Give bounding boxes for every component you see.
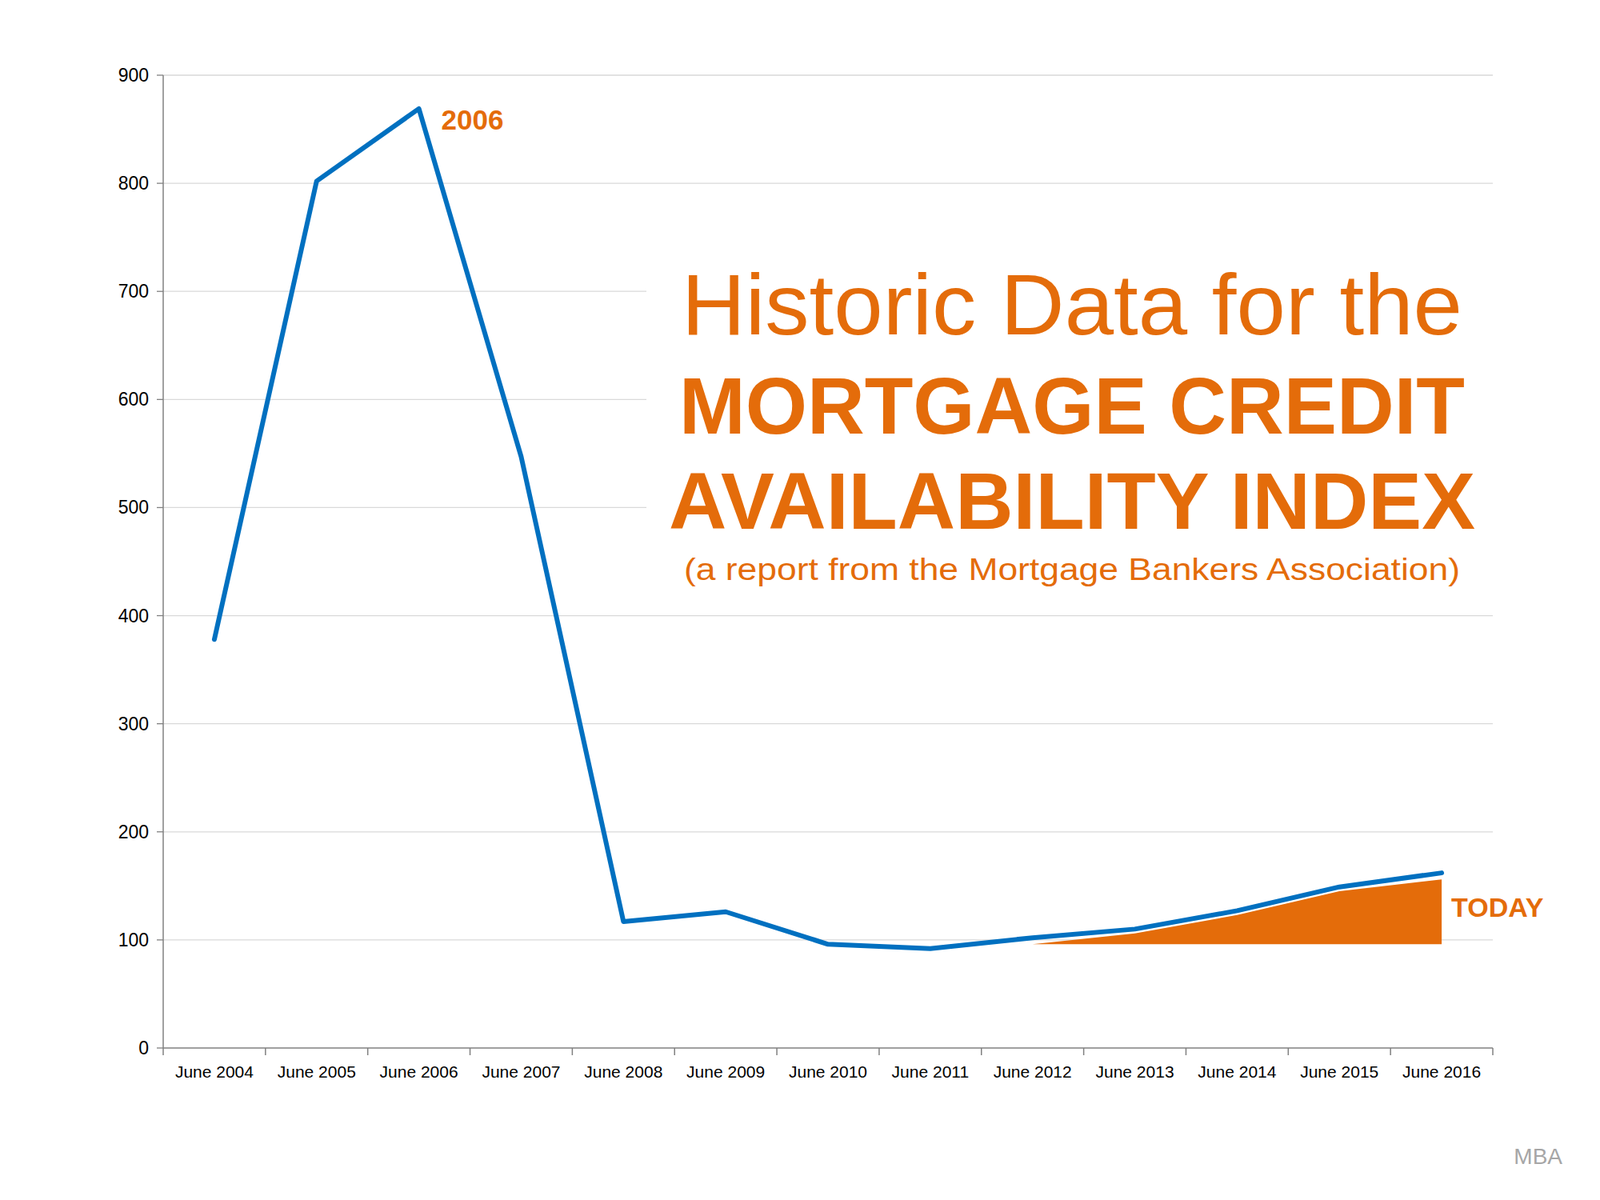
y-tick — [156, 182, 164, 184]
x-tick-label: June 2012 — [993, 1062, 1072, 1081]
y-tick — [156, 723, 164, 724]
y-tick — [156, 831, 164, 832]
y-tick-label: 800 — [118, 172, 149, 194]
x-tick — [1185, 1048, 1188, 1056]
source: MBA — [1513, 1144, 1563, 1169]
grid-line — [163, 74, 1493, 76]
x-tick — [469, 1048, 472, 1056]
grid-line — [163, 831, 1493, 832]
y-tick — [156, 399, 164, 400]
x-tick — [162, 1048, 164, 1056]
y-tick — [156, 291, 164, 292]
y-tick — [156, 1047, 164, 1048]
title: AVAILABILITY INDEX — [668, 456, 1476, 546]
x-tick — [673, 1048, 676, 1056]
x-tick — [1083, 1048, 1085, 1056]
x-tick — [1389, 1048, 1392, 1056]
title-panel — [646, 256, 1495, 560]
y-tick-label: 700 — [118, 280, 149, 302]
x-tick-label: June 2014 — [1197, 1062, 1276, 1081]
x-tick-label: June 2016 — [1402, 1062, 1481, 1081]
title: MORTGAGE CREDIT — [679, 360, 1465, 451]
x-tick-label: June 2009 — [686, 1062, 765, 1081]
chart-svg: 0 100 200 300 400 500 600 700 800 900 June 2004 Jun… — [0, 0, 1600, 1200]
y-tick — [156, 74, 164, 76]
x-axis — [163, 1047, 1493, 1049]
grid-line — [163, 723, 1493, 724]
x-tick — [980, 1048, 983, 1056]
title: Historic Data for the — [681, 256, 1463, 353]
y-tick-label: 400 — [118, 605, 149, 627]
annotation: 2006 — [441, 104, 504, 136]
x-tick — [878, 1048, 880, 1056]
x-tick-label: June 2005 — [277, 1062, 356, 1081]
chart-container: 0 100 200 300 400 500 600 700 800 900 June 2004 Jun… — [0, 0, 1600, 1200]
y-tick-label: 0 — [138, 1037, 149, 1059]
grid-line — [163, 182, 1493, 184]
x-tick-label: June 2015 — [1300, 1062, 1379, 1081]
x-tick-label: June 2010 — [788, 1062, 868, 1081]
y-tick-label: 900 — [118, 64, 149, 86]
y-tick — [156, 615, 164, 616]
grid — [163, 75, 1493, 940]
y-tick-label: 100 — [118, 929, 149, 951]
x-tick-label: June 2007 — [481, 1062, 560, 1081]
x-tick — [1492, 1048, 1494, 1056]
x-tick — [264, 1048, 267, 1056]
grid-line — [163, 615, 1493, 616]
y-tick-label: 200 — [118, 821, 149, 843]
y-tick — [156, 939, 164, 940]
y-axis — [162, 75, 164, 1048]
x-tick-label: June 2006 — [380, 1062, 459, 1081]
x-tick — [572, 1048, 574, 1056]
annotation: TODAY — [1451, 892, 1544, 923]
x-tick — [367, 1048, 369, 1056]
x-tick-label: June 2011 — [892, 1062, 970, 1081]
y-tick-label: 500 — [118, 496, 149, 518]
y-tick-label: 600 — [118, 388, 149, 410]
y-tick-label: 300 — [118, 713, 149, 735]
x-tick-label: June 2004 — [175, 1062, 254, 1081]
x-tick-label: June 2013 — [1095, 1062, 1174, 1081]
x-tick — [776, 1048, 778, 1056]
subtitle: (a report from the Mortgage Bankers Asso… — [684, 552, 1460, 587]
y-tick — [156, 507, 164, 508]
x-tick-label: June 2008 — [584, 1062, 663, 1081]
x-tick — [1288, 1048, 1290, 1056]
